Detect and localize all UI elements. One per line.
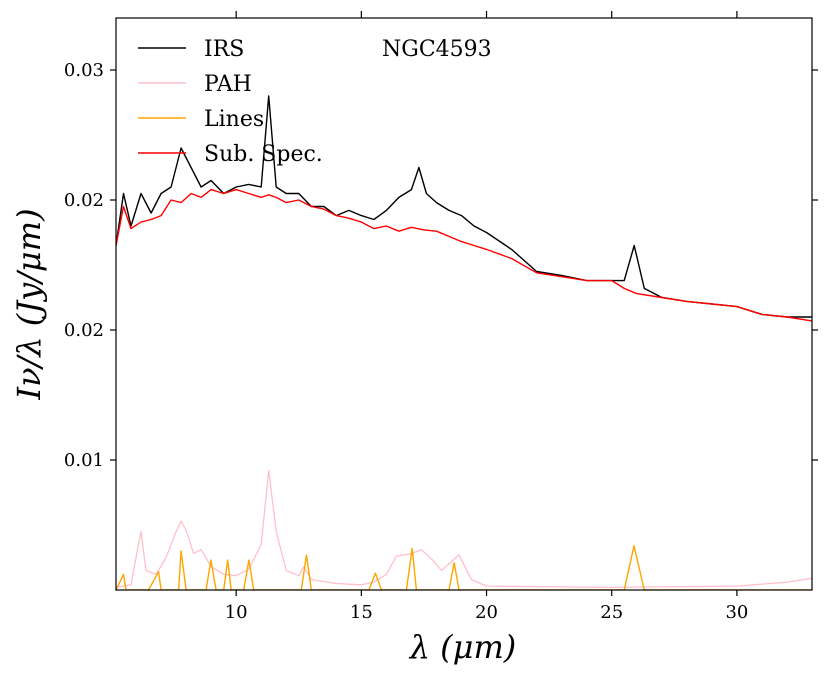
y-tick-label: 0.01: [64, 450, 104, 471]
y-tick-label: 0.03: [64, 60, 104, 81]
chart-title: NGC4593: [382, 37, 492, 62]
legend-label: PAH: [204, 72, 252, 97]
plot-frame: [115, 17, 813, 591]
legend: IRS PAH Lines Sub. Spec.: [138, 37, 323, 167]
legend-label: Sub. Spec.: [204, 142, 323, 167]
series-layer: [116, 95, 812, 590]
series-line-lines: [116, 545, 812, 590]
y-tick-label: 0.02: [64, 190, 104, 211]
x-tick-label: 20: [475, 602, 498, 623]
legend-label: IRS: [204, 37, 244, 62]
x-axis-label: λ (μm): [408, 628, 517, 666]
x-tick-label: 15: [350, 602, 373, 623]
x-tick-label: 10: [225, 602, 248, 623]
x-tick-label: 30: [725, 602, 748, 623]
tick-layer: 10 15 20 25 30 0.01 0.02 0.02 0.03: [64, 11, 818, 623]
series-line-irs: [116, 95, 812, 318]
series-line-pah: [116, 469, 812, 589]
x-tick-label: 25: [600, 602, 623, 623]
legend-label: Lines: [204, 107, 264, 132]
plot-area: [116, 18, 812, 590]
series-line-sub-spec: [116, 188, 812, 322]
y-tick-label: 0.02: [64, 320, 104, 341]
y-axis-label: Iν/λ (Jy/μm): [10, 208, 48, 400]
